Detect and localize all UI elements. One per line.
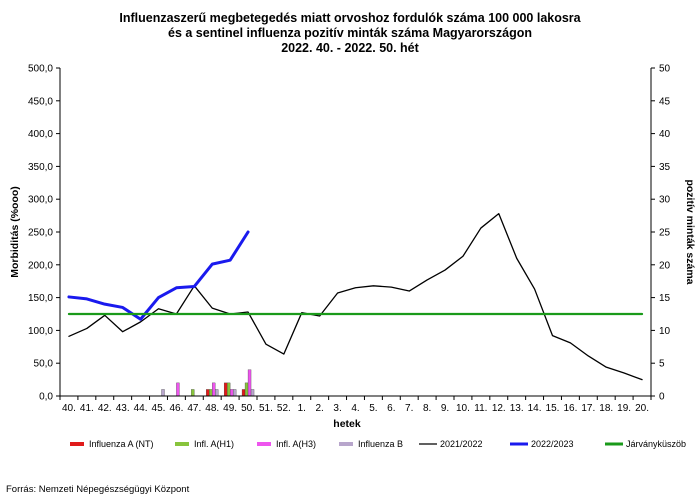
legend-label: Influenza A (NT) [89, 439, 154, 449]
x-tick-label: 16. [563, 403, 577, 414]
x-axis-ticks: 40. 41. 42. 43. 44. 45. 46. 47. 48. 49. 50. 51. 52. 1… [59, 396, 652, 414]
y-tick-label: 200,0 [28, 260, 53, 271]
x-tick-label: 2. [316, 403, 324, 414]
y-axis-title: Morbiditás (%ooo) [9, 186, 21, 278]
bar-Infl. A(H3) [229, 389, 234, 397]
bar-Influenza A (NT) [241, 389, 246, 397]
bar-Influenza B [232, 389, 237, 397]
x-tick-label: 18. [599, 403, 613, 414]
y2-tick-label: 5 [659, 359, 665, 370]
x-axis-title: hetek [333, 418, 361, 430]
x-tick-label: 17. [581, 403, 595, 414]
y2-tick-label: 30 [659, 195, 671, 206]
y2-tick-label: 35 [659, 162, 671, 173]
bar-Infl. A(H3) [212, 382, 216, 397]
legend-label: 2022/2023 [531, 439, 574, 449]
chart-title: Influenzaszerű megbetegedés miatt orvosh… [0, 11, 700, 56]
y-tick-label: 500,0 [28, 64, 53, 75]
legend-label: Infl. A(H3) [276, 439, 316, 449]
x-tick-label: 15. [546, 403, 560, 414]
y-axis-left-ticks: 0,0 50,0 100,0 150,0 200,0 250,0 300,0 350,0 400… [28, 64, 60, 403]
x-tick-label: 41. [80, 403, 94, 414]
chart-title-line-1: Influenzaszerű megbetegedés miatt orvosh… [119, 11, 581, 25]
y-tick-label: 400,0 [28, 129, 53, 140]
bar-Infl. A(H3) [176, 382, 180, 397]
y-axis-right-ticks: 0 5 10 15 20 25 30 35 40 45 50 [651, 64, 671, 403]
x-tick-label: 11. [474, 403, 487, 414]
x-tick-label: 40. [62, 403, 76, 414]
y2-tick-label: 15 [659, 293, 671, 304]
bar-Infl. A(H1) [226, 382, 231, 397]
x-tick-label: 3. [333, 403, 341, 414]
x-tick-label: 12. [492, 403, 506, 414]
chart-title-line-3: 2022. 40. - 2022. 50. hét [281, 41, 419, 55]
x-tick-label: 9. [441, 403, 449, 414]
legend-label: Infl. A(H1) [194, 439, 234, 449]
positive-samples-bars [161, 369, 255, 397]
series-line-2021/2022 [68, 212, 643, 381]
x-tick-label: 45. [152, 403, 166, 414]
x-tick-label: 50. [241, 403, 255, 414]
y-tick-label: 50,0 [34, 359, 54, 370]
source-note: Forrás: Nemzeti Népegészségügyi Központ [6, 484, 190, 495]
legend-swatch [257, 442, 271, 446]
y2-tick-label: 0 [659, 392, 665, 403]
y2-tick-label: 20 [659, 260, 671, 271]
y-tick-label: 450,0 [28, 96, 53, 107]
x-tick-label: 10. [456, 403, 470, 414]
bar-Infl. A(H1) [244, 382, 249, 397]
legend: Influenza A (NT) Infl. A(H1) Infl. A(H3) In… [70, 439, 686, 449]
morbidity-lines [67, 212, 644, 381]
series-line-2022/2023 [67, 230, 250, 321]
y-tick-label: 0,0 [39, 392, 53, 403]
y-tick-label: 150,0 [28, 293, 53, 304]
bar-Influenza A (NT) [206, 389, 210, 397]
x-tick-label: 44. [134, 403, 148, 414]
x-tick-label: 8. [423, 403, 431, 414]
y2-tick-label: 10 [659, 326, 671, 337]
x-tick-label: 49. [223, 403, 237, 414]
legend-swatch [339, 442, 353, 446]
bar-Infl. A(H3) [247, 369, 252, 397]
bar-Influenza A (NT) [223, 382, 228, 397]
x-tick-label: 5. [369, 403, 377, 414]
x-tick-label: 13. [510, 403, 524, 414]
x-tick-label: 51. [259, 403, 273, 414]
bar-Influenza B [250, 389, 255, 397]
x-tick-label: 19. [617, 403, 631, 414]
x-tick-label: 48. [205, 403, 219, 414]
y2-tick-label: 50 [659, 64, 671, 75]
x-tick-label: 43. [116, 403, 130, 414]
bar-Influenza B [161, 389, 165, 397]
x-tick-label: 6. [387, 403, 395, 414]
legend-swatch [70, 442, 84, 446]
x-tick-label: 14. [528, 403, 542, 414]
y2-axis-title: pozitív minták száma [684, 179, 696, 284]
y2-tick-label: 40 [659, 129, 671, 140]
y-tick-label: 250,0 [28, 228, 53, 239]
x-tick-label: 4. [351, 403, 359, 414]
x-tick-label: 42. [98, 403, 112, 414]
y2-tick-label: 45 [659, 96, 671, 107]
legend-label: Járványküszöb [626, 439, 686, 449]
x-tick-label: 20. [635, 403, 649, 414]
x-tick-label: 7. [405, 403, 413, 414]
bar-Infl. A(H1) [191, 389, 195, 397]
x-tick-label: 46. [169, 403, 183, 414]
bar-Infl. A(H1) [209, 389, 213, 397]
y2-tick-label: 25 [659, 228, 671, 239]
legend-label: 2021/2022 [440, 439, 483, 449]
axes [59, 68, 652, 397]
legend-swatch [175, 442, 189, 446]
x-tick-label: 52. [277, 403, 291, 414]
y-tick-label: 300,0 [28, 195, 53, 206]
x-tick-label: 47. [187, 403, 201, 414]
x-tick-label: 1. [298, 403, 306, 414]
chart-title-line-2: és a sentinel influenza pozitív minták s… [168, 26, 532, 40]
y-tick-label: 350,0 [28, 162, 53, 173]
bar-Influenza B [215, 389, 219, 397]
y-tick-label: 100,0 [28, 326, 53, 337]
legend-label: Influenza B [358, 439, 403, 449]
